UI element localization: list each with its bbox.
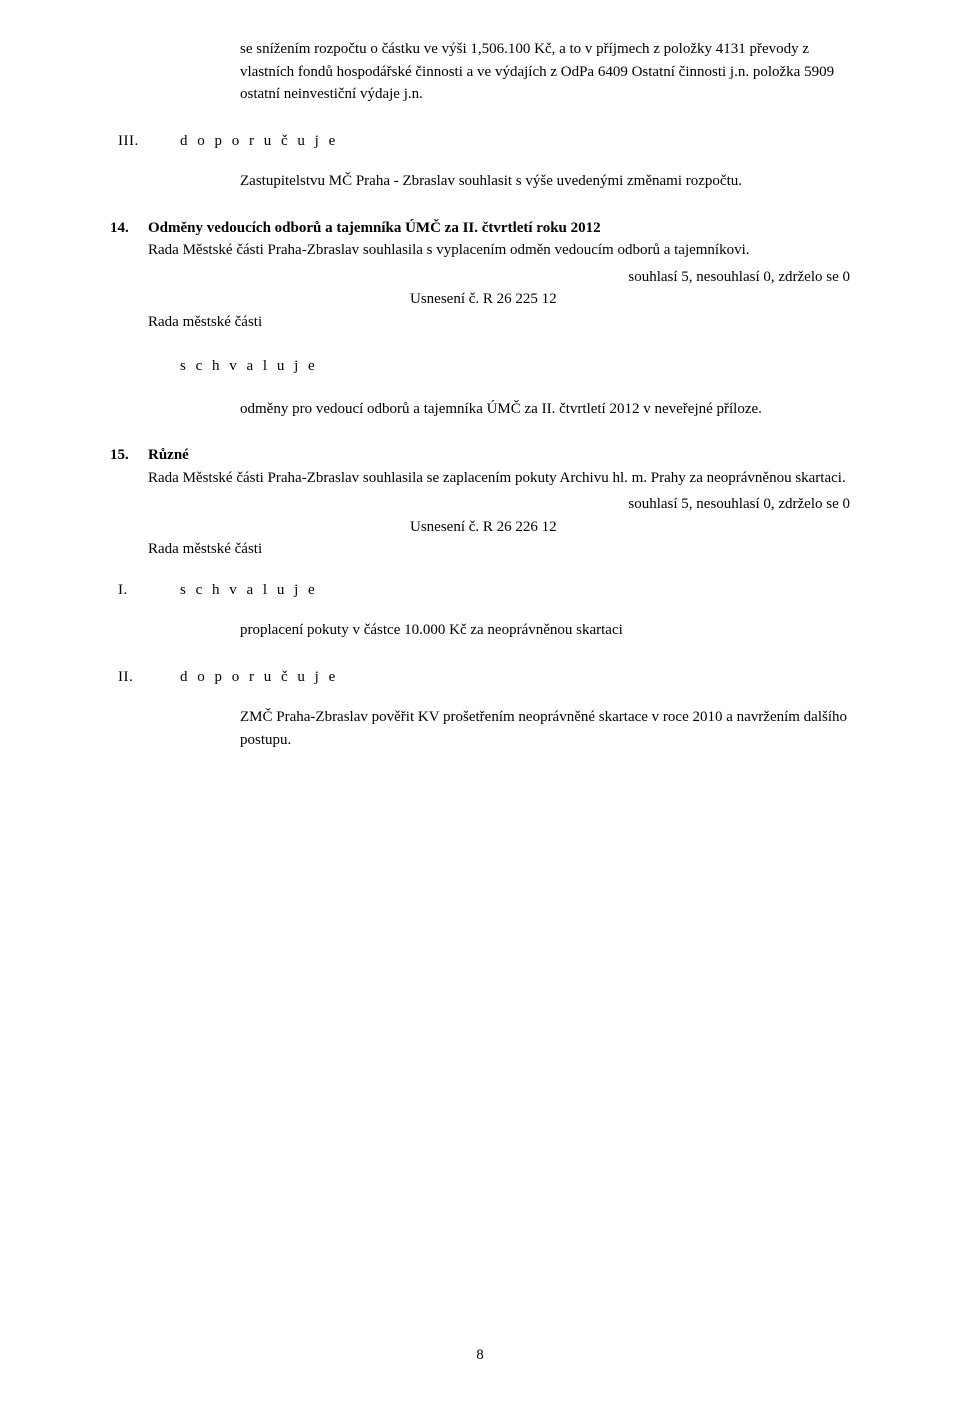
item-14-num: 14. xyxy=(110,217,148,240)
item-15-rada: Rada městské části xyxy=(110,538,850,561)
paragraph-approve-2: proplacení pokuty v částce 10.000 Kč za … xyxy=(110,619,850,642)
paragraph-recommend-2: ZMČ Praha-Zbraslav pověřit KV prošetření… xyxy=(110,706,850,751)
roman-ii-num: II. xyxy=(118,666,180,689)
roman-iii-num: III. xyxy=(118,130,180,153)
roman-i-num: I. xyxy=(118,579,180,602)
item-15-resolution: Usnesení č. R 26 226 12 xyxy=(110,516,850,539)
item-14-body: Rada Městské části Praha-Zbraslav souhla… xyxy=(110,239,850,262)
item-15-vote: souhlasí 5, nesouhlasí 0, zdrželo se 0 xyxy=(110,493,850,516)
roman-iii-label: d o p o r u č u j e xyxy=(180,130,850,153)
roman-ii-label: d o p o r u č u j e xyxy=(180,666,850,689)
paragraph-recommend-1: Zastupitelstvu MČ Praha - Zbraslav souhl… xyxy=(110,170,850,193)
item-15: 15. Různé Rada Městské části Praha-Zbras… xyxy=(110,444,850,561)
roman-ii-row: II. d o p o r u č u j e xyxy=(110,666,850,689)
item-14-rada: Rada městské části xyxy=(110,311,850,334)
item-15-body: Rada Městské části Praha-Zbraslav souhla… xyxy=(110,467,850,490)
item-14-resolution: Usnesení č. R 26 225 12 xyxy=(110,288,850,311)
item-14-vote: souhlasí 5, nesouhlasí 0, zdrželo se 0 xyxy=(110,266,850,289)
roman-i-label: s c h v a l u j e xyxy=(180,579,850,602)
schvaluje-1: s c h v a l u j e xyxy=(110,355,850,378)
roman-iii-row: III. d o p o r u č u j e xyxy=(110,130,850,153)
page-number: 8 xyxy=(0,1344,960,1367)
item-14: 14. Odměny vedoucích odborů a tajemníka … xyxy=(110,217,850,334)
item-15-num: 15. xyxy=(110,444,148,467)
roman-i-row: I. s c h v a l u j e xyxy=(110,579,850,602)
paragraph-approve-1: odměny pro vedoucí odborů a tajemníka ÚM… xyxy=(110,398,850,421)
item-14-title: Odměny vedoucích odborů a tajemníka ÚMČ … xyxy=(148,217,601,240)
paragraph-intro: se snížením rozpočtu o částku ve výši 1,… xyxy=(110,38,850,106)
item-15-title: Různé xyxy=(148,444,189,467)
